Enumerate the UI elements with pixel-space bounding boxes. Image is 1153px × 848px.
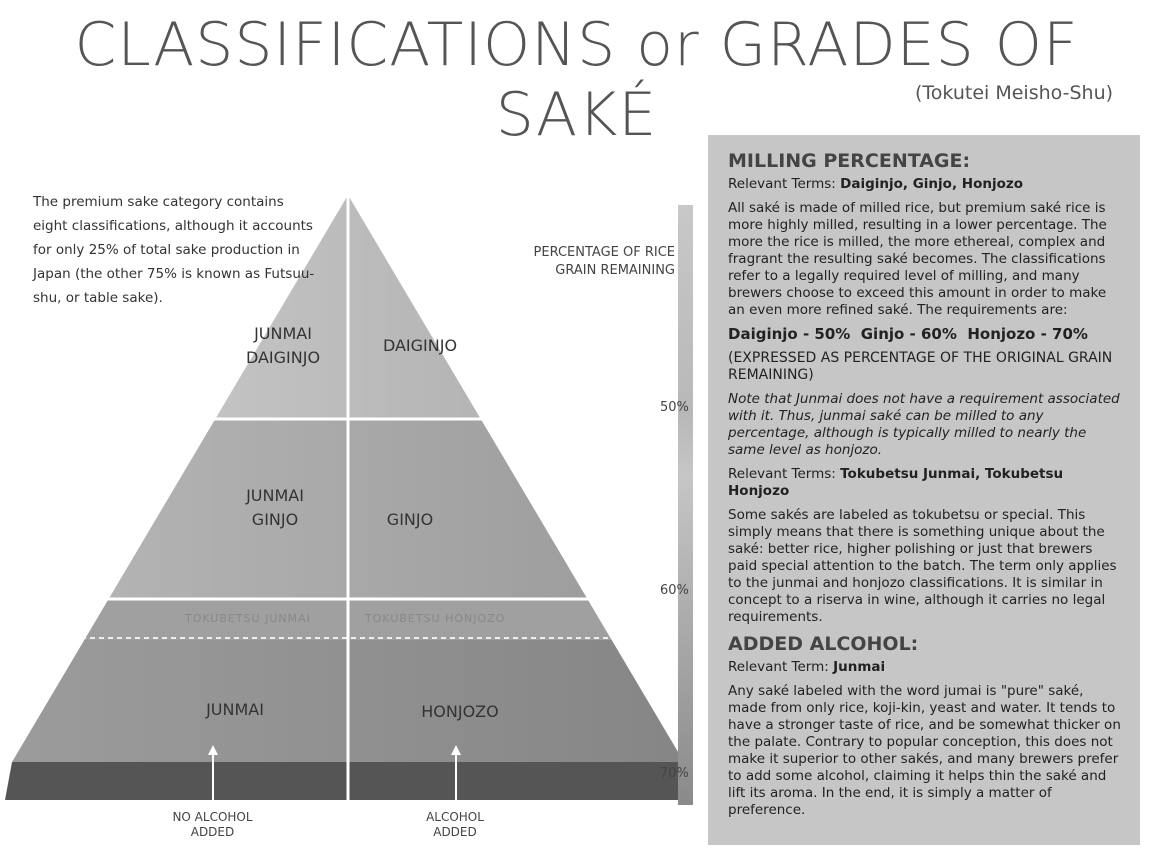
requirements: Daiginjo - 50% Ginjo - 60% Honjozo - 70% bbox=[728, 325, 1088, 343]
alcohol-heading: ADDED ALCOHOL: bbox=[728, 633, 919, 655]
tokubetsu-body: Some sakés are labeled as tokubetsu or s… bbox=[728, 507, 1117, 625]
subtitle: (Tokutei Meisho-Shu) bbox=[915, 82, 1114, 104]
label-junmai: JUNMAI bbox=[206, 700, 264, 719]
label-junmai-ginjo: JUNMAI GINJO bbox=[246, 486, 304, 529]
arrow-head-icon bbox=[451, 745, 461, 755]
relevant-terms-value: Daiginjo, Ginjo, Honjozo bbox=[840, 176, 1023, 192]
relevant-terms-label: Relevant Terms: bbox=[728, 176, 836, 192]
junmai-note: Note that Junmai does not have a require… bbox=[728, 391, 1120, 458]
page-title: CLASSIFICATIONS or GRADES OF SAKÉ bbox=[74, 10, 1079, 150]
scale-60: 60% bbox=[660, 583, 689, 598]
relevant-terms-label: Relevant Term: bbox=[728, 659, 829, 675]
scale-50: 50% bbox=[660, 400, 689, 415]
intro-text: The premium sake category contains eight… bbox=[33, 194, 315, 306]
label-ginjo: GINJO bbox=[386, 510, 434, 529]
label-no-alcohol-added: NO ALCOHOL ADDED bbox=[172, 810, 253, 839]
expressed-note: (EXPRESSED AS PERCENTAGE OF THE ORIGINAL… bbox=[728, 350, 1113, 383]
arrow-head-icon bbox=[208, 745, 218, 755]
relevant-terms-alcohol: Relevant Term: Junmai bbox=[728, 659, 1124, 676]
label-tokubetsu-junmai: TOKUBETSU JUNMAI bbox=[185, 612, 311, 625]
relevant-terms-label: Relevant Terms: bbox=[728, 466, 836, 482]
relevant-terms-tokubetsu: Relevant Terms: Tokubetsu Junmai, Tokube… bbox=[728, 466, 1124, 500]
label-junmai-daiginjo: JUNMAI DAIGINJO bbox=[245, 324, 321, 367]
label-alcohol-added: ALCOHOL ADDED bbox=[426, 810, 484, 839]
relevant-terms-milling: Relevant Terms: Daiginjo, Ginjo, Honjozo bbox=[728, 176, 1124, 193]
tier-junmai-honjozo bbox=[12, 640, 684, 762]
label-daiginjo: DAIGINJO bbox=[382, 336, 458, 355]
label-honjozo: HONJOZO bbox=[421, 702, 499, 721]
relevant-terms-value: Junmai bbox=[833, 659, 886, 675]
milling-body: All saké is made of milled rice, but pre… bbox=[728, 200, 1107, 318]
sake-pyramid bbox=[5, 195, 690, 800]
rice-remaining-gradient-bar bbox=[678, 205, 693, 805]
tier-ginjo bbox=[12, 420, 684, 598]
tier-tokubetsu bbox=[12, 600, 684, 640]
info-panel: MILLING PERCENTAGE: Relevant Terms: Daig… bbox=[708, 135, 1140, 845]
milling-heading: MILLING PERCENTAGE: bbox=[728, 150, 971, 172]
scale-title: PERCENTAGE OF RICE GRAIN REMAINING bbox=[533, 245, 675, 278]
alcohol-body: Any saké labeled with the word jumai is … bbox=[728, 683, 1121, 818]
relevant-terms-value: Tokubetsu Junmai, Tokubetsu Honjozo bbox=[728, 466, 1064, 499]
label-tokubetsu-honjozo: TOKUBETSU HONJOZO bbox=[365, 612, 506, 625]
scale-70: 70% bbox=[660, 766, 689, 781]
